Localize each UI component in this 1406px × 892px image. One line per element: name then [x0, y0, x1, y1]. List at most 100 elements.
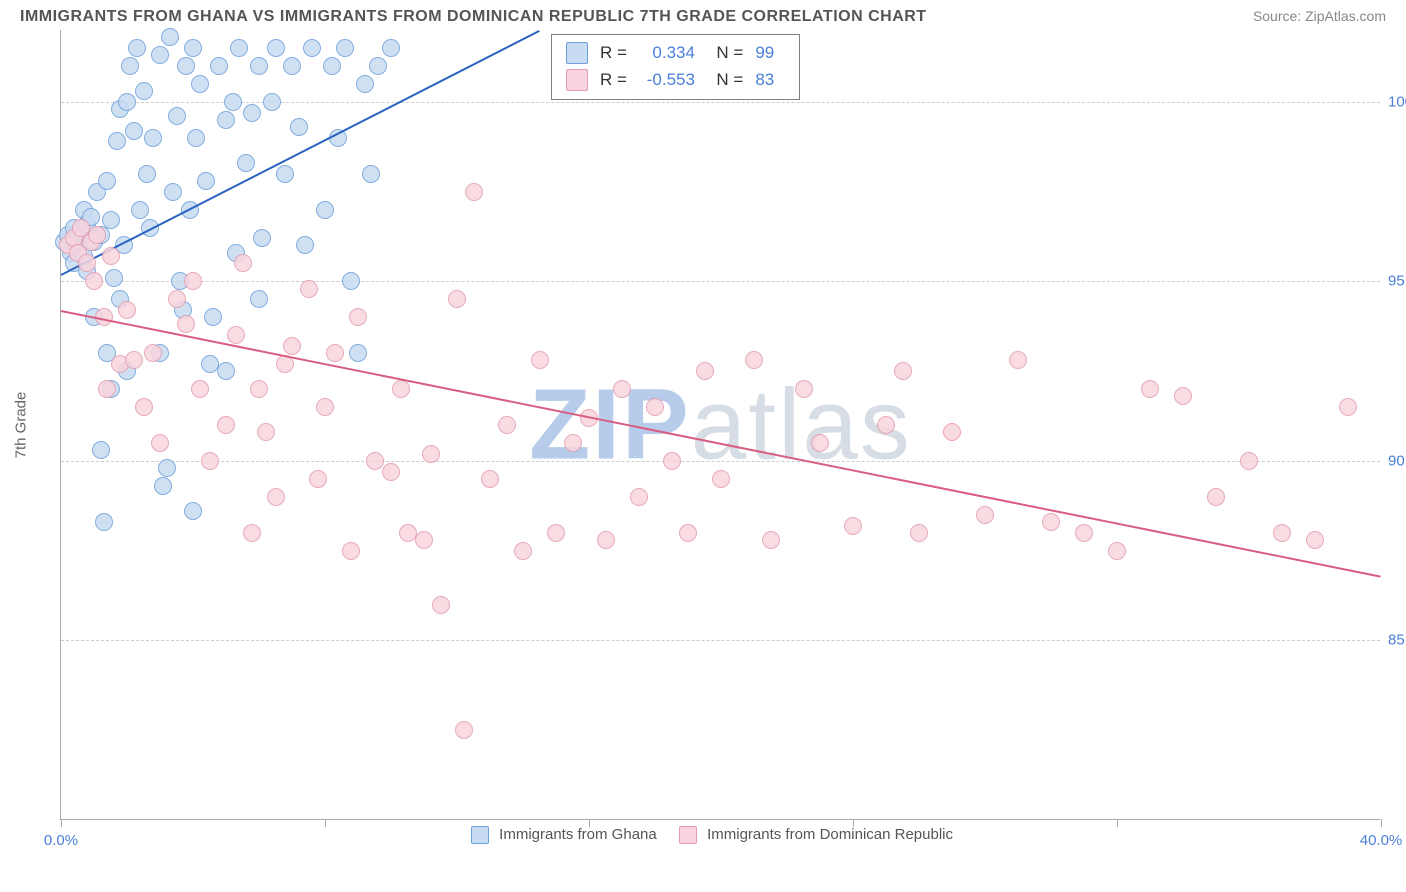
- data-point: [125, 351, 143, 369]
- data-point: [151, 434, 169, 452]
- data-point: [1339, 398, 1357, 416]
- data-point: [92, 441, 110, 459]
- data-point: [613, 380, 631, 398]
- data-point: [392, 380, 410, 398]
- data-point: [161, 28, 179, 46]
- data-point: [663, 452, 681, 470]
- data-point: [184, 502, 202, 520]
- swatch-dr: [566, 69, 588, 91]
- data-point: [531, 351, 549, 369]
- data-point: [168, 107, 186, 125]
- x-tick: [61, 819, 62, 827]
- data-point: [283, 337, 301, 355]
- y-tick-label: 95.0%: [1388, 273, 1406, 290]
- data-point: [597, 531, 615, 549]
- data-point: [267, 39, 285, 57]
- data-point: [1108, 542, 1126, 560]
- data-point: [210, 57, 228, 75]
- data-point: [250, 57, 268, 75]
- data-point: [290, 118, 308, 136]
- data-point: [976, 506, 994, 524]
- data-point: [98, 172, 116, 190]
- x-label-start: 0.0%: [44, 832, 78, 849]
- data-point: [646, 398, 664, 416]
- data-point: [204, 308, 222, 326]
- data-point: [177, 315, 195, 333]
- data-point: [943, 423, 961, 441]
- data-point: [138, 165, 156, 183]
- data-point: [382, 463, 400, 481]
- data-point: [128, 39, 146, 57]
- legend-swatch-dr: [679, 826, 697, 844]
- data-point: [349, 344, 367, 362]
- data-point: [95, 513, 113, 531]
- data-point: [177, 57, 195, 75]
- data-point: [326, 344, 344, 362]
- data-point: [121, 57, 139, 75]
- data-point: [253, 229, 271, 247]
- data-point: [154, 477, 172, 495]
- data-point: [514, 542, 532, 560]
- swatch-ghana: [566, 42, 588, 64]
- stat-row-dr: R = -0.553 N = 83: [566, 66, 785, 93]
- data-point: [197, 172, 215, 190]
- y-axis-title: 7th Grade: [13, 391, 30, 458]
- data-point: [201, 452, 219, 470]
- data-point: [276, 165, 294, 183]
- data-point: [679, 524, 697, 542]
- data-point: [296, 236, 314, 254]
- data-point: [191, 380, 209, 398]
- data-point: [85, 272, 103, 290]
- data-point: [217, 416, 235, 434]
- gridline: [61, 640, 1380, 641]
- data-point: [184, 272, 202, 290]
- data-point: [362, 165, 380, 183]
- data-point: [455, 721, 473, 739]
- data-point: [336, 39, 354, 57]
- x-tick: [589, 819, 590, 827]
- data-point: [465, 183, 483, 201]
- data-point: [630, 488, 648, 506]
- x-tick: [1117, 819, 1118, 827]
- data-point: [98, 380, 116, 398]
- data-point: [105, 269, 123, 287]
- data-point: [144, 344, 162, 362]
- data-point: [811, 434, 829, 452]
- data-point: [1273, 524, 1291, 542]
- n-value-ghana: 99: [755, 39, 785, 66]
- data-point: [168, 290, 186, 308]
- data-point: [102, 247, 120, 265]
- data-point: [432, 596, 450, 614]
- data-point: [243, 524, 261, 542]
- data-point: [356, 75, 374, 93]
- legend-bottom: Immigrants from Ghana Immigrants from Do…: [0, 826, 1406, 844]
- data-point: [910, 524, 928, 542]
- x-tick: [325, 819, 326, 827]
- data-point: [366, 452, 384, 470]
- data-point: [448, 290, 466, 308]
- data-point: [745, 351, 763, 369]
- data-point: [144, 129, 162, 147]
- data-point: [422, 445, 440, 463]
- data-point: [224, 93, 242, 111]
- data-point: [382, 39, 400, 57]
- data-point: [1306, 531, 1324, 549]
- data-point: [131, 201, 149, 219]
- x-tick: [853, 819, 854, 827]
- data-point: [1042, 513, 1060, 531]
- data-point: [187, 129, 205, 147]
- data-point: [217, 111, 235, 129]
- data-point: [263, 93, 281, 111]
- data-point: [135, 398, 153, 416]
- y-tick-label: 100.0%: [1388, 93, 1406, 110]
- data-point: [894, 362, 912, 380]
- data-point: [1174, 387, 1192, 405]
- scatter-chart: 7th Grade ZIPatlas R = 0.334 N = 99 R = …: [60, 30, 1380, 820]
- data-point: [201, 355, 219, 373]
- data-point: [762, 531, 780, 549]
- stat-row-ghana: R = 0.334 N = 99: [566, 39, 785, 66]
- data-point: [230, 39, 248, 57]
- data-point: [283, 57, 301, 75]
- x-tick: [1381, 819, 1382, 827]
- data-point: [547, 524, 565, 542]
